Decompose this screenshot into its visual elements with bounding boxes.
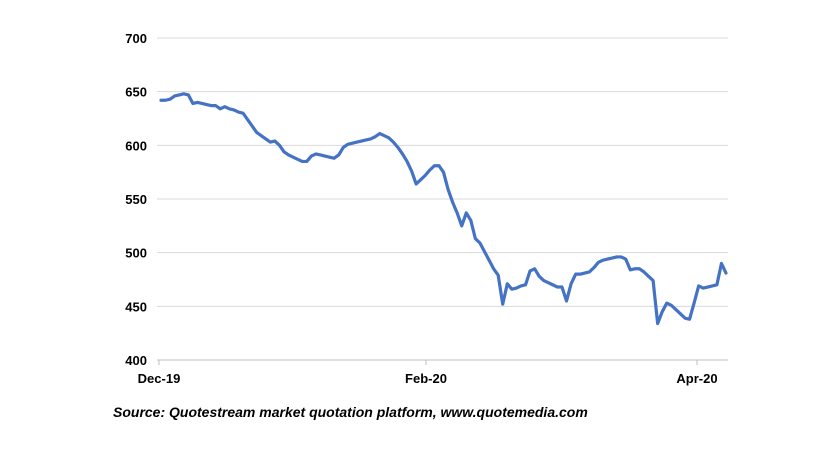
source-note: Source: Quotestream market quotation pla… xyxy=(113,404,588,420)
y-tick-label: 400 xyxy=(125,353,147,368)
x-tick-label: Dec-19 xyxy=(138,371,181,386)
x-axis-tick-labels: Dec-19 Feb-20 Apr-20 xyxy=(138,371,718,386)
series-lines xyxy=(159,92,728,326)
x-tick-label: Apr-20 xyxy=(676,371,717,386)
y-tick-label: 700 xyxy=(125,31,147,46)
series-line xyxy=(159,92,728,326)
y-tick-label: 650 xyxy=(125,85,147,100)
y-axis-tick-labels: 400 450 500 550 600 650 700 xyxy=(125,31,147,368)
y-tick-label: 550 xyxy=(125,192,147,207)
y-tick-label: 500 xyxy=(125,246,147,261)
x-axis xyxy=(157,359,728,365)
gridlines xyxy=(157,37,728,307)
x-tick-label: Feb-20 xyxy=(405,371,447,386)
y-tick-label: 600 xyxy=(125,138,147,153)
y-tick-label: 450 xyxy=(125,299,147,314)
